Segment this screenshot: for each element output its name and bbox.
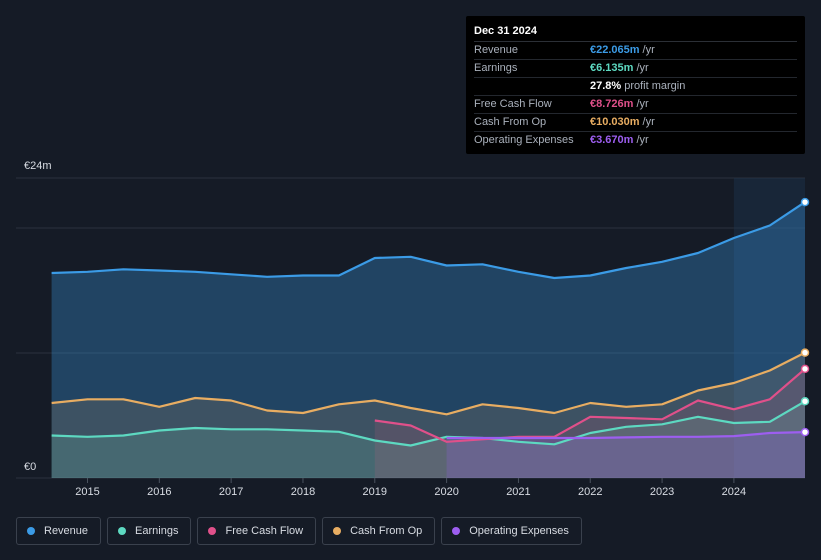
- legend-label: Cash From Op: [350, 525, 423, 537]
- x-tick-label: 2016: [147, 486, 171, 498]
- earnings-area: [51, 401, 806, 478]
- tooltip-row-value: €6.135m: [590, 62, 634, 74]
- tooltip-date: Dec 31 2024: [474, 24, 797, 42]
- x-axis-ticks: 2015 2016 2017 2018 2019 2020 2021 2022 2023 2024: [75, 478, 746, 498]
- legend-item-revenue[interactable]: Revenue: [16, 517, 102, 545]
- tooltip-row: Free Cash Flow €8.726m/yr: [474, 96, 797, 114]
- legend-dot-icon: [333, 527, 342, 535]
- legend-label: Operating Expenses: [469, 525, 569, 537]
- legend-dot-icon: [452, 527, 461, 535]
- x-tick-label: 2023: [650, 486, 674, 498]
- tooltip-row-unit: /yr: [636, 98, 649, 110]
- legend-label: Revenue: [44, 525, 89, 537]
- x-tick-label: 2022: [578, 486, 602, 498]
- tooltip-row-label: Cash From Op: [474, 116, 547, 128]
- tooltip-row-unit: /yr: [642, 44, 655, 56]
- operating-expenses-endpoint: [800, 427, 810, 437]
- tooltip-row-unit: /yr: [636, 62, 649, 74]
- tooltip-row: Cash From Op €10.030m/yr: [474, 114, 797, 132]
- legend-item-cash-from-op[interactable]: Cash From Op: [322, 517, 436, 545]
- tooltip-rows: Revenue €22.065m/yr Earnings €6.135m/yr 27.8…: [474, 42, 797, 149]
- legend-dot-icon: [208, 527, 217, 535]
- revenue-line: [51, 201, 806, 280]
- earnings-endpoint: [800, 397, 810, 406]
- tooltip-row-unit: /yr: [642, 116, 655, 128]
- tooltip-row-value: €3.670m: [590, 134, 634, 146]
- earnings-line: [51, 400, 806, 447]
- tooltip-row-label: [474, 78, 590, 95]
- tooltip-row: Revenue €22.065m/yr: [474, 42, 797, 60]
- chart-legend: Revenue Earnings Free Cash Flow Cash From O…: [16, 517, 582, 545]
- tooltip-row-label: Earnings: [474, 62, 518, 74]
- grid-lines: [16, 177, 805, 479]
- free-cash-flow-area: [374, 368, 805, 478]
- tooltip-row-value: €8.726m: [590, 98, 634, 110]
- revenue-endpoint: [800, 197, 810, 207]
- x-tick-label: 2019: [363, 486, 387, 498]
- tooltip-panel: Dec 31 2024 Revenue €22.065m/yr Earnings €6…: [466, 16, 805, 154]
- x-tick-label: 2015: [75, 486, 99, 498]
- tooltip-row-label: Operating Expenses: [474, 134, 574, 146]
- tooltip-row-label: Revenue: [474, 44, 519, 56]
- highlight-region: [733, 178, 805, 478]
- operating-expenses-line: [446, 431, 806, 440]
- tooltip-row-value: €22.065m: [590, 44, 640, 56]
- y-tick-label: €24m: [24, 160, 52, 172]
- y-tick-label: €0: [24, 461, 36, 473]
- legend-dot-icon: [27, 527, 35, 535]
- x-tick-label: 2024: [722, 486, 746, 498]
- cash-from-op-area: [51, 352, 806, 478]
- tooltip-row-label: Free Cash Flow: [474, 98, 552, 110]
- legend-label: Free Cash Flow: [225, 525, 304, 537]
- tooltip-row-unit: /yr: [636, 134, 649, 146]
- series-endpoints: [800, 197, 810, 437]
- series-lines: [51, 201, 806, 447]
- y-axis-ticks: €0 €24m: [24, 160, 52, 473]
- tooltip-row-unit: profit margin: [624, 80, 686, 92]
- tooltip-row: 27.8% profit margin: [474, 78, 797, 96]
- x-tick-label: 2017: [219, 486, 243, 498]
- legend-label: Earnings: [135, 525, 179, 537]
- free-cash-flow-line: [374, 368, 806, 443]
- tooltip-row-value: €10.030m: [590, 116, 640, 128]
- cash-from-op-endpoint: [800, 348, 810, 357]
- series-areas: [51, 202, 806, 478]
- tooltip-row-value: 27.8%: [590, 80, 622, 92]
- legend-item-free-cash-flow[interactable]: Free Cash Flow: [197, 517, 317, 545]
- legend-item-operating-expenses[interactable]: Operating Expenses: [441, 517, 582, 545]
- tooltip-row: Earnings €6.135m/yr: [474, 60, 797, 78]
- x-tick-label: 2020: [434, 486, 458, 498]
- x-tick-label: 2018: [291, 486, 315, 498]
- x-tick-label: 2021: [506, 486, 530, 498]
- legend-dot-icon: [118, 527, 127, 535]
- tooltip-row: Operating Expenses €3.670m/yr: [474, 132, 797, 149]
- legend-item-earnings[interactable]: Earnings: [107, 517, 192, 545]
- free-cash-flow-endpoint: [800, 364, 810, 374]
- cash-from-op-line: [51, 351, 806, 416]
